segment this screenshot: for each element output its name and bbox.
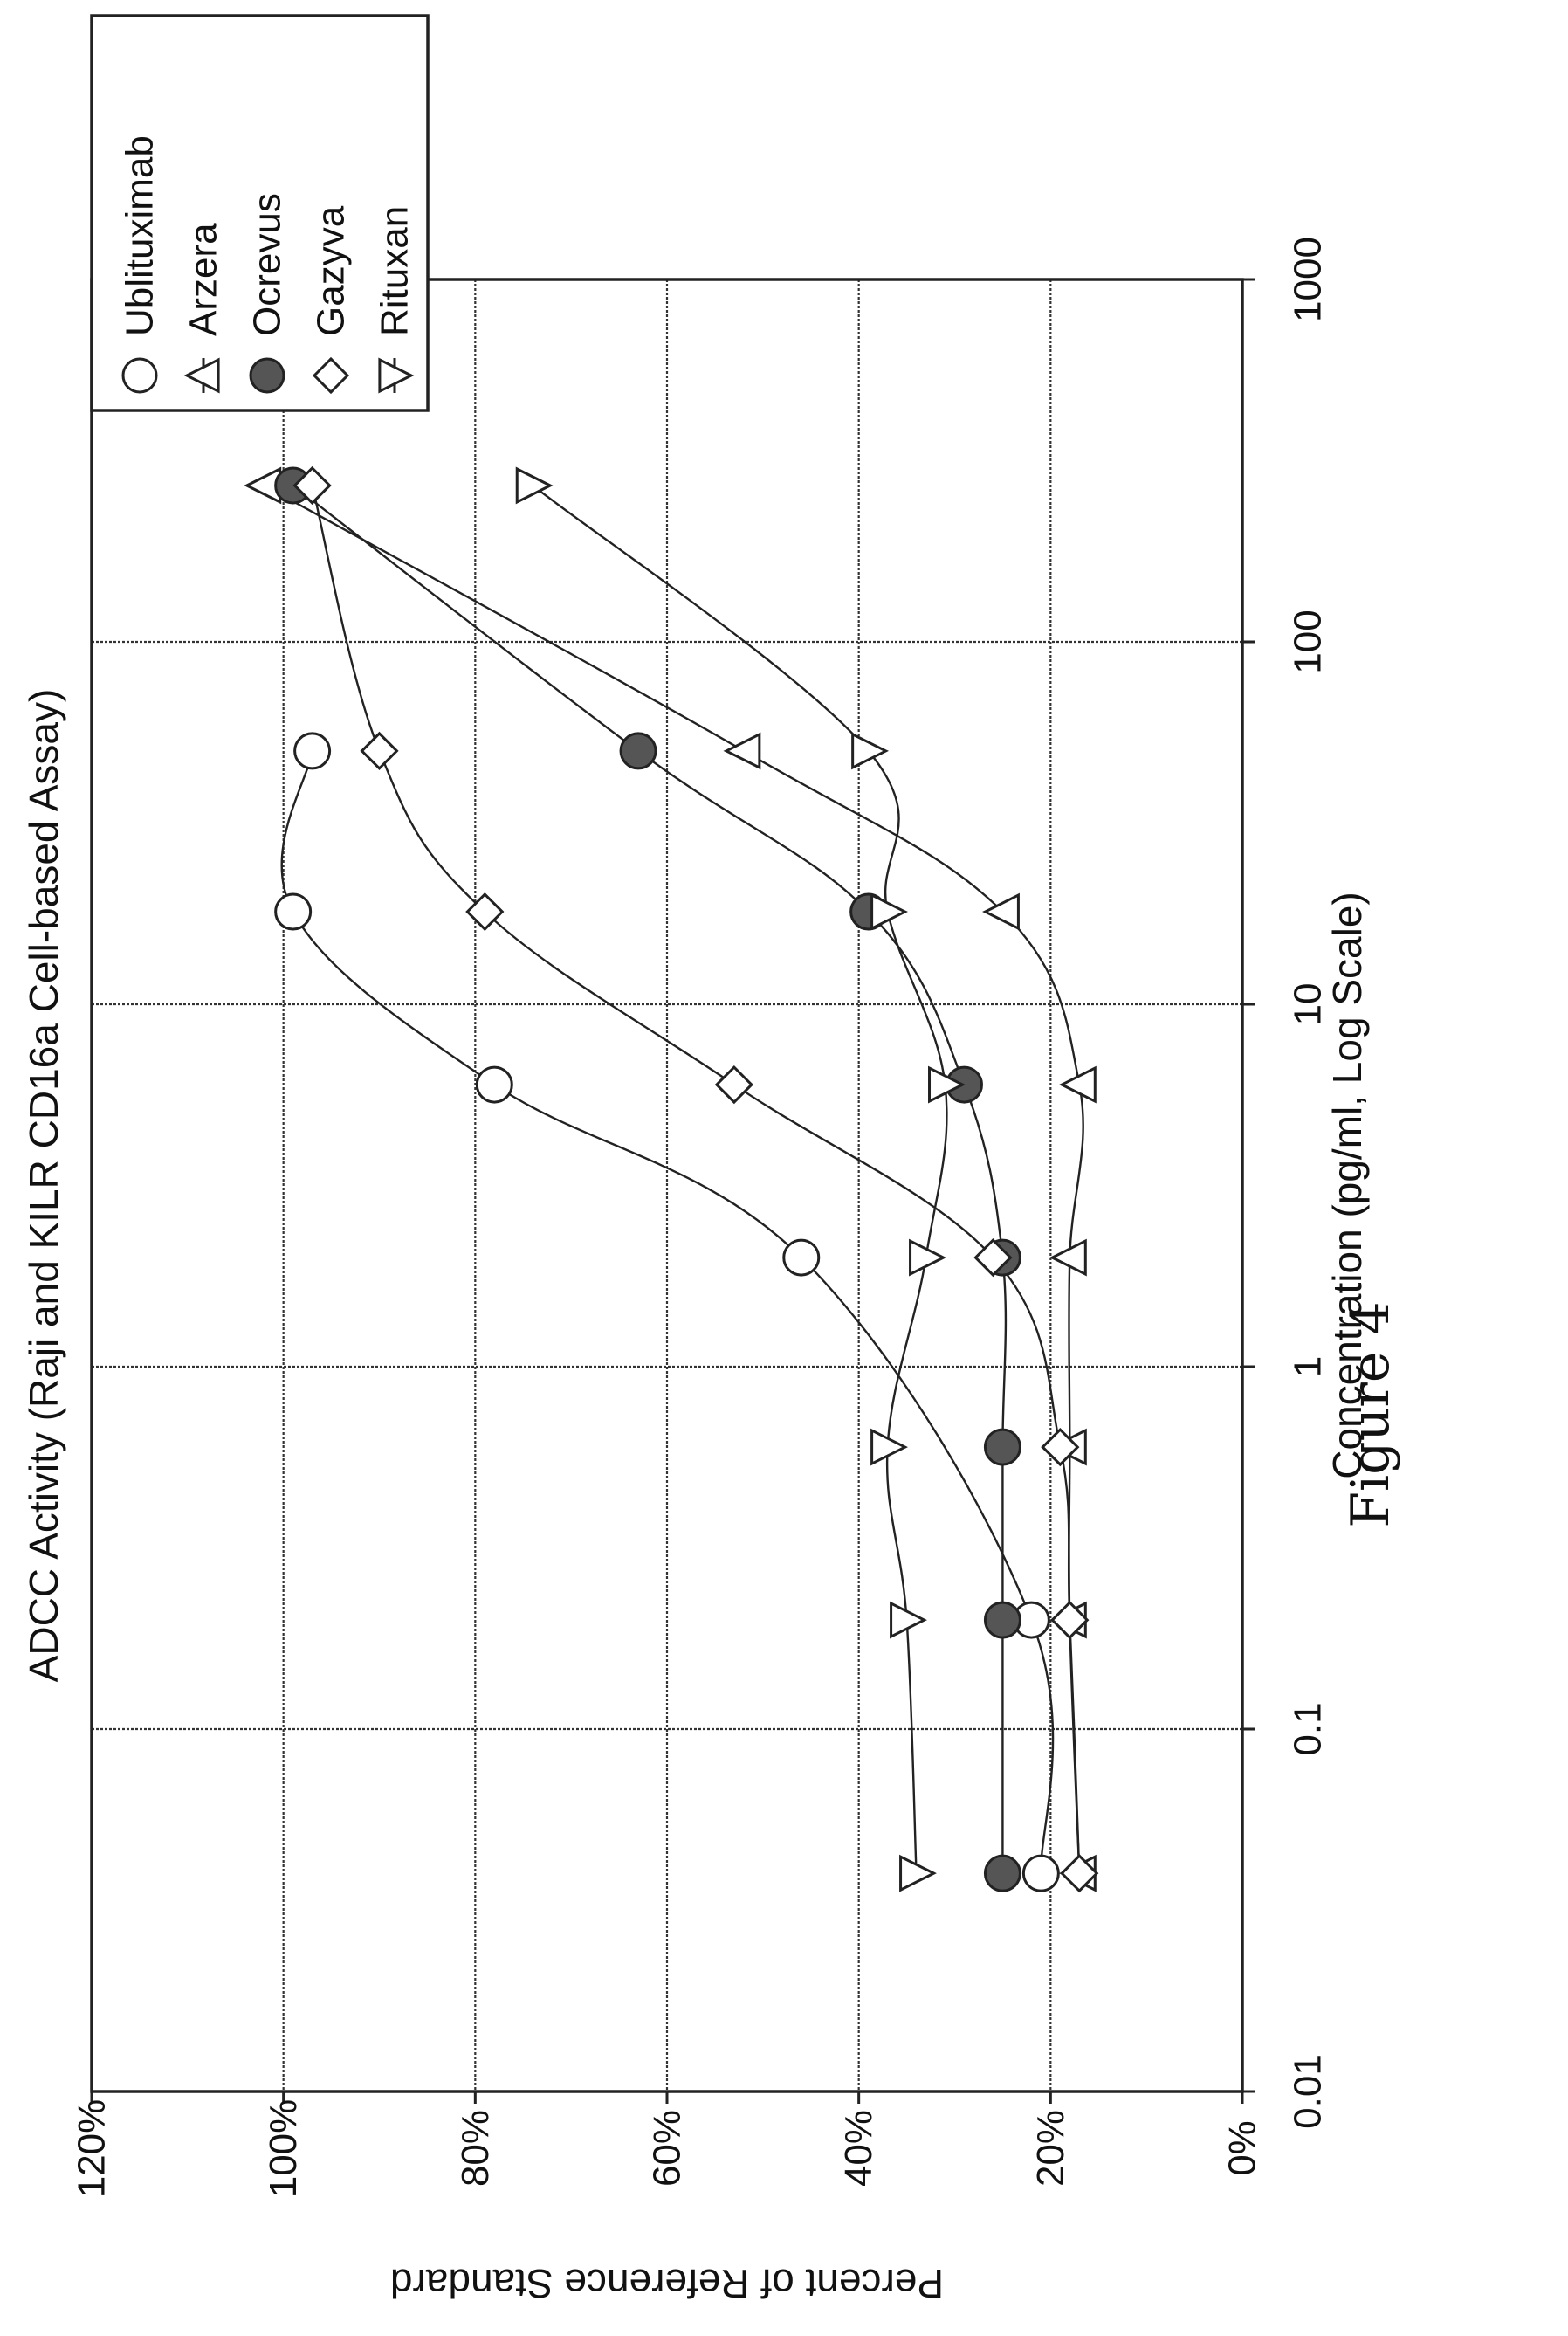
data-point (870, 1428, 908, 1466)
data-point (928, 1065, 966, 1104)
legend-marker (183, 357, 220, 394)
data-point (619, 732, 657, 770)
legend-label: Ublituximab (119, 135, 162, 336)
y-tick-label: 40% (837, 2110, 880, 2187)
data-point (890, 1601, 927, 1639)
x-tick-label: 10 (1287, 983, 1330, 1026)
data-point (1058, 1065, 1097, 1104)
y-tick-label: 80% (454, 2110, 497, 2187)
x-tick-label: 0.1 (1287, 1702, 1330, 1755)
figure-caption: Figure 4 (1340, 1301, 1401, 1528)
x-tick-label: 1 (1287, 1356, 1330, 1377)
data-point (782, 1238, 821, 1277)
data-point (293, 732, 332, 770)
legend-label: Ocrevus (246, 193, 289, 336)
data-point (1060, 1854, 1099, 1893)
data-point (909, 1238, 946, 1277)
data-point (723, 732, 761, 770)
legend-marker (312, 356, 350, 395)
y-tick-label: 120% (71, 2099, 113, 2198)
data-point (274, 892, 313, 931)
data-point (870, 892, 908, 931)
series-line (292, 485, 1008, 1874)
x-axis-label: Concentration (pg/ml, Log Scale) (1324, 892, 1370, 1478)
x-tick-label: 1000 (1287, 237, 1330, 322)
data-point (360, 731, 399, 771)
legend-label: Arzera (182, 223, 225, 336)
data-point (973, 1237, 1013, 1278)
data-point (475, 1065, 513, 1104)
data-point (1049, 1238, 1087, 1277)
y-tick-label: 100% (262, 2099, 305, 2198)
data-point (714, 1065, 754, 1105)
y-tick-label: 0% (1221, 2120, 1264, 2176)
data-point (515, 466, 554, 505)
data-point (465, 892, 505, 932)
legend-label: Gazyva (310, 205, 353, 336)
data-point (1050, 1600, 1090, 1640)
data-point (899, 1854, 937, 1892)
y-tick-label: 60% (646, 2110, 689, 2187)
data-point (983, 1428, 1021, 1466)
x-tick-label: 100 (1287, 610, 1330, 673)
series-line (311, 485, 1081, 1874)
data-point (982, 892, 1020, 931)
legend-marker (378, 357, 415, 394)
series-line (532, 485, 948, 1874)
data-point (292, 465, 332, 506)
y-tick-label: 20% (1029, 2110, 1072, 2187)
data-point (1021, 1854, 1060, 1892)
legend-marker (249, 357, 285, 394)
data-point (983, 1601, 1021, 1639)
y-axis-label: Percent of Reference Standard (390, 2261, 944, 2306)
data-point (1041, 1427, 1080, 1467)
legend-box (90, 14, 430, 412)
data-point (851, 732, 890, 770)
legend-label: Rituxan (374, 206, 416, 336)
legend-marker (121, 357, 158, 394)
series-line (264, 484, 1084, 1874)
chart-title: ADCC Activity (Raji and KILR CD16a Cell-… (21, 689, 66, 1683)
data-point (983, 1854, 1021, 1892)
x-tick-label: 0.01 (1287, 2054, 1330, 2129)
